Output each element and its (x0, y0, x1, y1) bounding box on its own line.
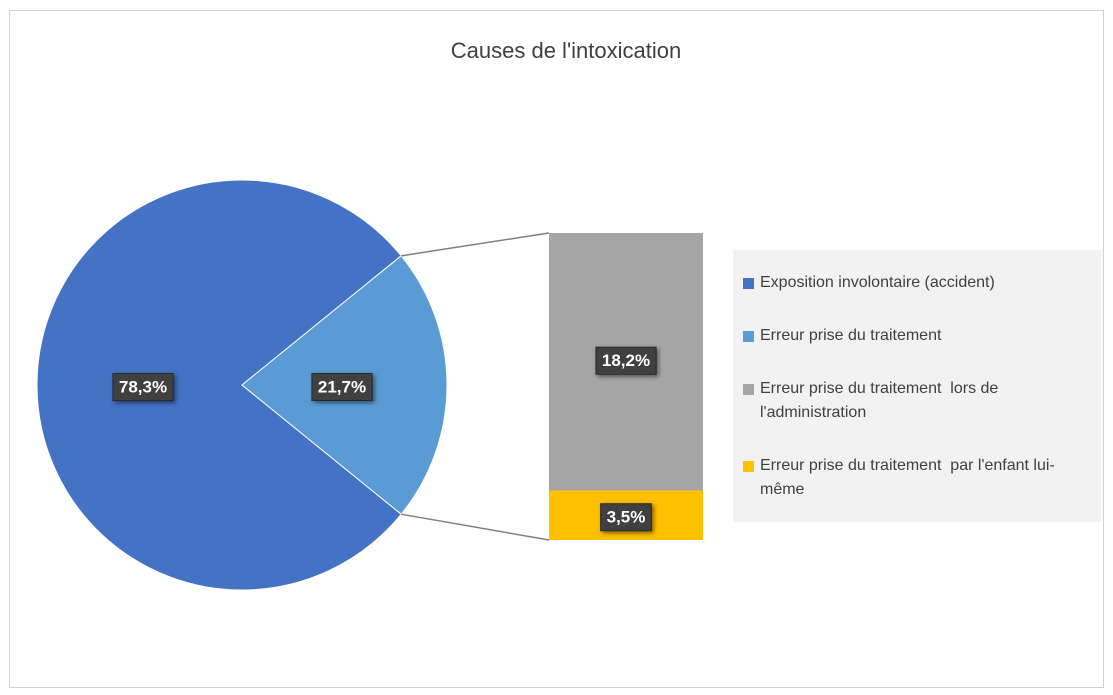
legend-label: Exposition involontaire (accident) (760, 273, 995, 291)
data-label-box (595, 346, 657, 375)
legend-item: Erreur prise du traitement (733, 324, 1101, 348)
legend-swatch (743, 383, 754, 395)
data-label: 3,5% (607, 508, 646, 527)
connector-line (401, 232, 550, 257)
legend-item: Erreur prise du traitement lors de l'adm… (733, 377, 1101, 425)
legend-label: Erreur prise du traitement lors de l'adm… (760, 379, 1003, 421)
data-label: 18,2% (602, 351, 650, 370)
legend-label: Erreur prise du traitement par l'enfant … (760, 456, 1055, 498)
data-label: 21,7% (318, 377, 366, 396)
legend-label: Erreur prise du traitement (760, 326, 942, 344)
chart-title: Causes de l'intoxication (451, 38, 681, 63)
data-label-box (112, 372, 174, 401)
legend-swatch (743, 330, 754, 342)
legend-item: Exposition involontaire (accident) (733, 271, 1101, 295)
legend-item: Erreur prise du traitement par l'enfant … (733, 454, 1101, 502)
legend: Exposition involontaire (accident) Erreur… (733, 250, 1101, 522)
data-label-box (311, 372, 373, 401)
data-label-box (600, 503, 652, 532)
connector-line (401, 513, 550, 541)
pie-slice (36, 179, 402, 591)
legend-swatch (743, 460, 754, 472)
legend-swatch (743, 277, 754, 289)
data-label: 78,3% (119, 377, 167, 396)
